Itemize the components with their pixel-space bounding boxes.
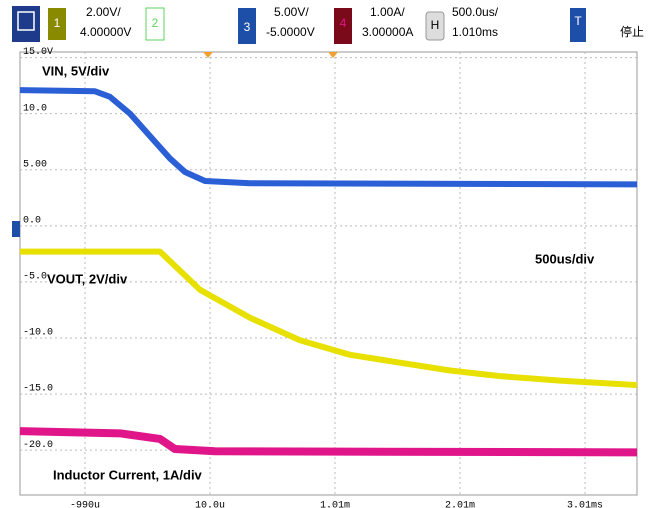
trace [20,248,638,389]
ch2-id: 2 [152,16,159,30]
timebase-id: H [431,18,440,32]
timebase-box[interactable] [425,11,445,41]
y-tick-label: -5.0 [23,272,47,283]
x-tick-label: -990u [70,501,100,508]
y-tick-label: -15.0 [23,384,53,395]
trace [19,87,638,188]
y-tick-label: 15.0V [23,47,53,58]
x-tick-label: 1.01m [320,501,350,508]
y-tick-label: 10.0 [23,103,47,114]
ch1-box[interactable] [48,8,66,40]
plot-layer: 15.0V 10.0 5.00 0.0 -5.0 -10.0 -15.0 -20.0 -990u… [19,47,638,508]
ch4-id: 4 [340,16,347,30]
ch4-box[interactable] [334,8,352,44]
trace [19,427,638,457]
y-tick-label: 5.00 [23,159,47,170]
ch3-box[interactable] [238,8,256,44]
trigger-status: 停止 [620,24,644,39]
ch1-offset: 4.00000V [80,25,131,39]
ch4-scale: 1.00A/ [370,5,405,19]
x-tick-label: 10.0u [195,501,225,508]
ch3-scale: 5.00V/ [274,5,309,19]
annotation: VIN, 5V/div [42,63,110,78]
annotation: VOUT, 2V/div [47,271,128,286]
y-tick-label: -20.0 [23,440,53,451]
trigger-box[interactable] [570,8,586,42]
timebase-scale: 500.0us/ [452,5,499,19]
plot-area [19,51,638,496]
delay-marker [328,52,338,58]
ch3-id: 3 [244,20,251,34]
trigger-marker [203,52,213,58]
timebase-delay: 1.010ms [452,25,498,39]
ch1-id: 1 [54,16,61,30]
annotation: Inductor Current, 1A/div [53,467,203,482]
menu-glyph [17,11,35,31]
ch1-scale: 2.00V/ [86,5,121,19]
ch4-offset: 3.00000A [362,25,413,39]
ch3-offset: -5.0000V [266,25,315,39]
annotation: 500us/div [535,251,595,266]
y-tick-label: -10.0 [23,328,53,339]
ch3-ground-marker [12,221,20,237]
y-tick-label: 0.0 [23,215,41,226]
trigger-id: T [574,14,582,28]
ch2-box[interactable] [145,7,165,41]
x-tick-label: 2.01m [445,501,475,508]
x-tick-label: 3.01ms [567,501,603,508]
